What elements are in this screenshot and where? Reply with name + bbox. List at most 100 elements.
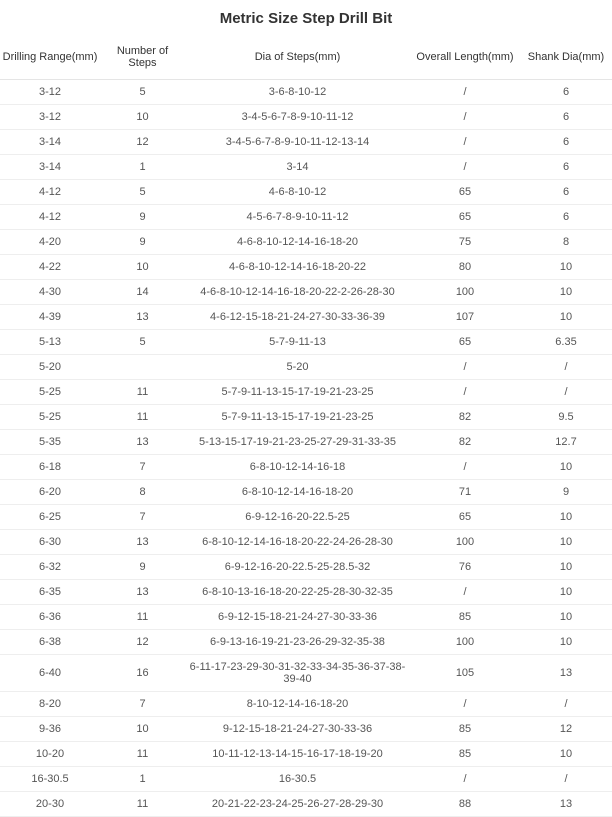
- table-row: 6-2086-8-10-12-14-16-18-20719: [0, 480, 612, 505]
- table-cell: /: [410, 767, 520, 792]
- table-cell: 9: [520, 480, 612, 505]
- table-cell: 6-8-10-12-14-16-18: [185, 455, 410, 480]
- table-cell: /: [410, 580, 520, 605]
- table-row: 3-12103-4-5-6-7-8-9-10-11-12/6: [0, 105, 612, 130]
- table-cell: 6-18: [0, 455, 100, 480]
- table-cell: /: [410, 105, 520, 130]
- table-cell: 10: [520, 530, 612, 555]
- table-cell: 100: [410, 280, 520, 305]
- table-cell: 65: [410, 205, 520, 230]
- table-cell: 11: [100, 792, 185, 817]
- table-cell: 85: [410, 605, 520, 630]
- table-cell: 16: [100, 655, 185, 692]
- table-cell: 6-9-12-15-18-21-24-27-30-33-36: [185, 605, 410, 630]
- table-row: 4-1294-5-6-7-8-9-10-11-12656: [0, 205, 612, 230]
- table-cell: 6: [520, 205, 612, 230]
- table-cell: 10: [520, 280, 612, 305]
- table-cell: 7: [100, 505, 185, 530]
- table-cell: 6: [520, 180, 612, 205]
- page-title: Metric Size Step Drill Bit: [0, 0, 612, 35]
- table-cell: 8: [520, 230, 612, 255]
- table-cell: 11: [100, 380, 185, 405]
- table-cell: 8-10-12-14-16-18-20: [185, 692, 410, 717]
- table-cell: 6-11-17-23-29-30-31-32-33-34-35-36-37-38…: [185, 655, 410, 692]
- table-cell: 76: [410, 555, 520, 580]
- table-cell: 13: [520, 655, 612, 692]
- table-cell: 3-14: [0, 155, 100, 180]
- table-row: 5-205-20//: [0, 355, 612, 380]
- table-cell: 71: [410, 480, 520, 505]
- table-cell: 10: [100, 105, 185, 130]
- table-cell: /: [410, 380, 520, 405]
- table-row: 6-2576-9-12-16-20-22.5-256510: [0, 505, 612, 530]
- table-cell: 10-20: [0, 742, 100, 767]
- table-cell: 100: [410, 630, 520, 655]
- table-cell: 10-11-12-13-14-15-16-17-18-19-20: [185, 742, 410, 767]
- table-cell: 4-6-8-10-12: [185, 180, 410, 205]
- table-row: 4-2094-6-8-10-12-14-16-18-20758: [0, 230, 612, 255]
- table-cell: 88: [410, 792, 520, 817]
- table-cell: 16-30.5: [0, 767, 100, 792]
- table-cell: 16-30.5: [185, 767, 410, 792]
- table-cell: 10: [520, 630, 612, 655]
- table-row: 20-301120-21-22-23-24-25-26-27-28-29-308…: [0, 792, 612, 817]
- table-cell: 5-7-9-11-13-15-17-19-21-23-25: [185, 405, 410, 430]
- table-cell: 12.7: [520, 430, 612, 455]
- table-cell: 4-30: [0, 280, 100, 305]
- table-cell: /: [410, 130, 520, 155]
- table-cell: 6-36: [0, 605, 100, 630]
- table-cell: 4-6-8-10-12-14-16-18-20-22-2-26-28-30: [185, 280, 410, 305]
- table-cell: 5: [100, 330, 185, 355]
- table-row: 4-22104-6-8-10-12-14-16-18-20-228010: [0, 255, 612, 280]
- table-cell: 6-30: [0, 530, 100, 555]
- table-cell: 13: [520, 792, 612, 817]
- table-cell: 11: [100, 742, 185, 767]
- table-row: 9-36109-12-15-18-21-24-27-30-33-368512: [0, 717, 612, 742]
- table-cell: 5-7-9-11-13-15-17-19-21-23-25: [185, 380, 410, 405]
- table-cell: 12: [520, 717, 612, 742]
- table-cell: 6-20: [0, 480, 100, 505]
- table-row: 6-3296-9-12-16-20-22.5-25-28.5-327610: [0, 555, 612, 580]
- table-row: 5-25115-7-9-11-13-15-17-19-21-23-25829.5: [0, 405, 612, 430]
- table-cell: 4-39: [0, 305, 100, 330]
- table-cell: /: [520, 380, 612, 405]
- col-header-steps: Number of Steps: [100, 35, 185, 80]
- table-cell: 5-25: [0, 380, 100, 405]
- table-row: 5-35135-13-15-17-19-21-23-25-27-29-31-33…: [0, 430, 612, 455]
- table-cell: /: [410, 355, 520, 380]
- table-cell: 10: [520, 505, 612, 530]
- table-cell: 1: [100, 767, 185, 792]
- table-cell: 6.35: [520, 330, 612, 355]
- table-cell: 13: [100, 305, 185, 330]
- table-cell: 10: [520, 580, 612, 605]
- table-cell: 4-12: [0, 205, 100, 230]
- table-row: 10-201110-11-12-13-14-15-16-17-18-19-208…: [0, 742, 612, 767]
- table-cell: 6-9-12-16-20-22.5-25: [185, 505, 410, 530]
- table-cell: 9: [100, 230, 185, 255]
- table-cell: 6: [520, 155, 612, 180]
- table-row: 4-30144-6-8-10-12-14-16-18-20-22-2-26-28…: [0, 280, 612, 305]
- table-row: 3-1253-6-8-10-12/6: [0, 80, 612, 105]
- table-cell: 5: [100, 180, 185, 205]
- table-cell: 80: [410, 255, 520, 280]
- table-row: 8-2078-10-12-14-16-18-20//: [0, 692, 612, 717]
- table-row: 3-1413-14/6: [0, 155, 612, 180]
- table-cell: 5-20: [0, 355, 100, 380]
- table-cell: 6-8-10-12-14-16-18-20-22-24-26-28-30: [185, 530, 410, 555]
- table-cell: 9.5: [520, 405, 612, 430]
- table-cell: 10: [100, 255, 185, 280]
- table-cell: /: [410, 80, 520, 105]
- table-cell: 6-32: [0, 555, 100, 580]
- table-cell: 13: [100, 530, 185, 555]
- table-cell: 12: [100, 630, 185, 655]
- table-cell: /: [410, 155, 520, 180]
- table-cell: 6-9-13-16-19-21-23-26-29-32-35-38: [185, 630, 410, 655]
- col-header-length: Overall Length(mm): [410, 35, 520, 80]
- table-cell: 4-6-8-10-12-14-16-18-20-22: [185, 255, 410, 280]
- table-cell: 3-6-8-10-12: [185, 80, 410, 105]
- table-cell: 105: [410, 655, 520, 692]
- table-cell: 10: [520, 605, 612, 630]
- table-cell: 4-12: [0, 180, 100, 205]
- table-row: 16-30.5116-30.5//: [0, 767, 612, 792]
- table-row: 6-35136-8-10-13-16-18-20-22-25-28-30-32-…: [0, 580, 612, 605]
